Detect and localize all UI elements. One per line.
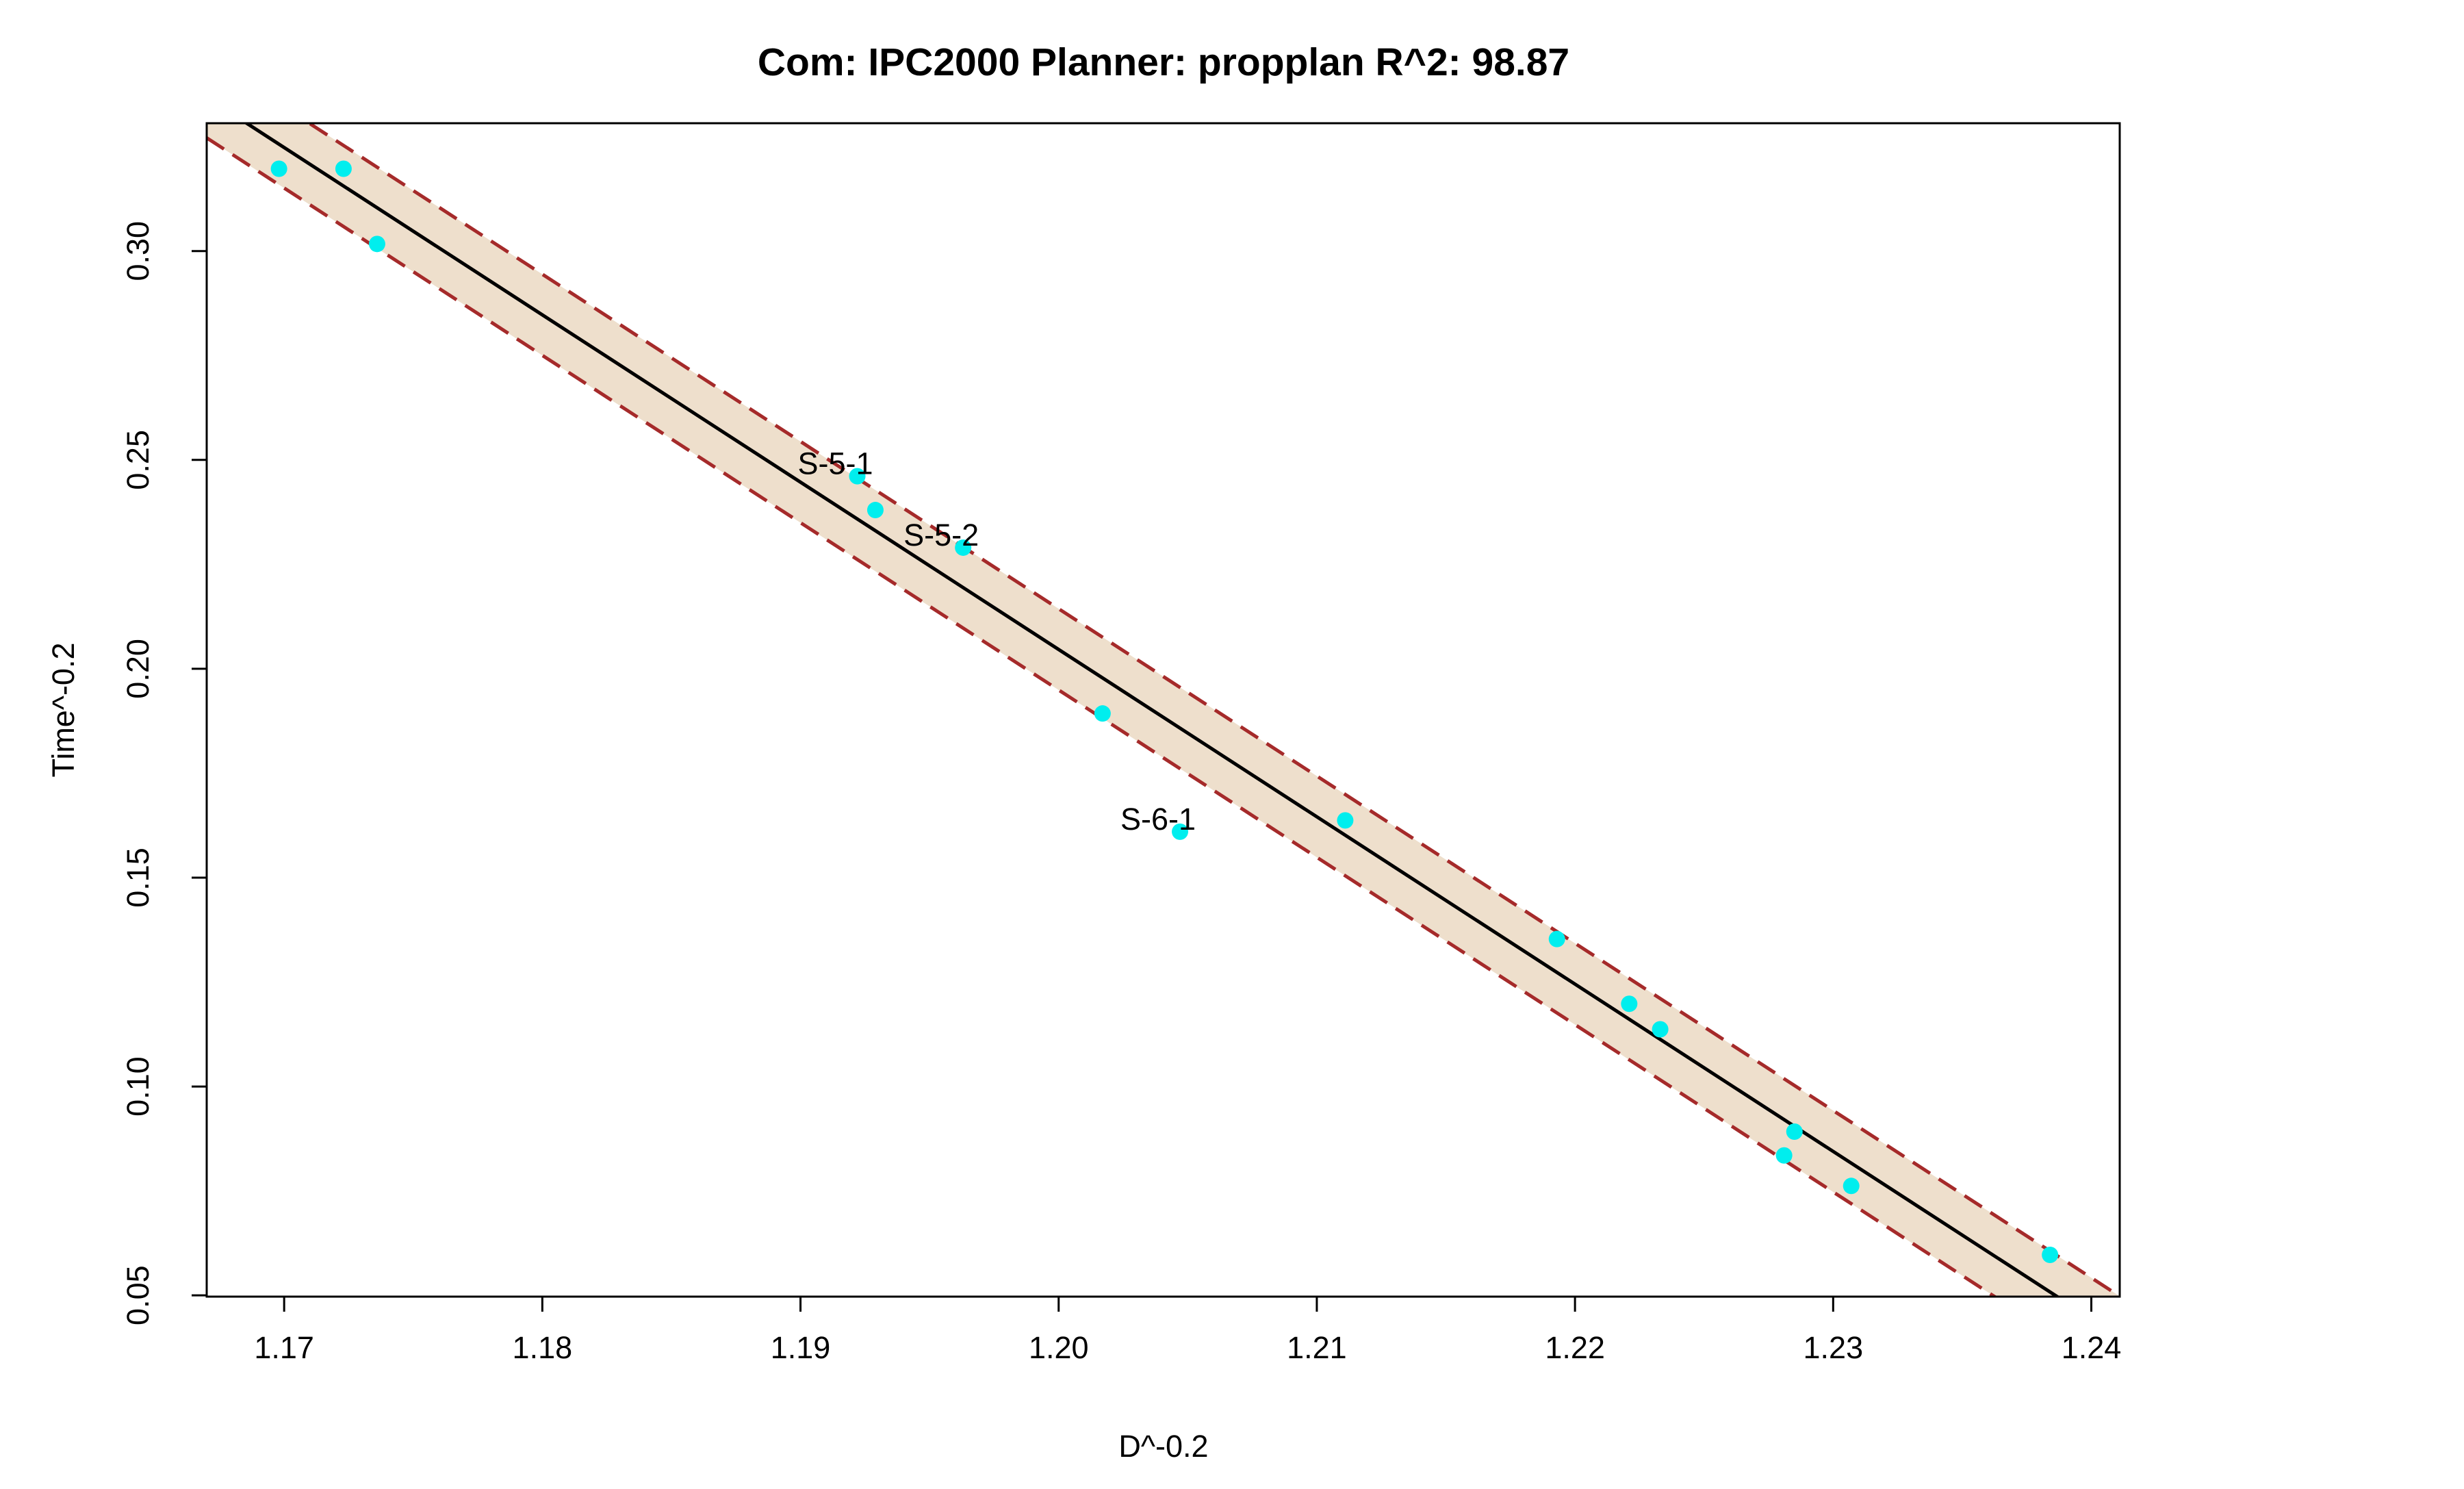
y-tick-label: 0.30 — [120, 221, 155, 281]
x-tick-label: 1.24 — [2062, 1330, 2122, 1365]
data-point — [368, 236, 385, 253]
data-point — [867, 502, 884, 519]
x-tick-label: 1.22 — [1545, 1330, 1605, 1365]
data-points — [270, 160, 2059, 1263]
band-lower-line — [207, 136, 1998, 1297]
data-point — [1621, 995, 1638, 1013]
point-label: S-5-1 — [798, 446, 873, 481]
data-point — [955, 539, 972, 556]
data-point — [1775, 1147, 1793, 1164]
data-point — [1548, 930, 1565, 947]
x-tick-label: 1.21 — [1287, 1330, 1347, 1365]
data-point — [2042, 1246, 2059, 1263]
y-tick-label: 0.15 — [120, 848, 155, 908]
data-point — [335, 160, 352, 177]
data-point — [849, 468, 866, 485]
x-axis-label: D^-0.2 — [1118, 1429, 1208, 1464]
point-label: S-5-2 — [903, 518, 979, 552]
data-point — [1094, 705, 1111, 722]
point-labels: S-5-1 S-5-2 S-6-1 — [798, 446, 1196, 837]
x-tick-label: 1.19 — [771, 1330, 831, 1365]
y-axis-label: Time^-0.2 — [46, 643, 81, 778]
x-tick-label: 1.17 — [254, 1330, 314, 1365]
x-tick-label: 1.23 — [1804, 1330, 1864, 1365]
band-upper-line — [306, 123, 2120, 1297]
x-tick-label: 1.18 — [513, 1330, 573, 1365]
point-label: S-6-1 — [1120, 802, 1196, 837]
y-axis: 0.05 0.10 0.15 0.20 0.25 0.30 — [120, 221, 208, 1325]
data-point — [1172, 823, 1189, 840]
confidence-band — [207, 123, 2120, 1297]
data-point — [270, 160, 287, 177]
y-tick-label: 0.05 — [120, 1265, 155, 1325]
chart-title: Com: IPC2000 Planner: propplan R^2: 98.8… — [758, 40, 1569, 84]
x-tick-label: 1.20 — [1029, 1330, 1089, 1365]
y-tick-label: 0.10 — [120, 1056, 155, 1117]
x-axis: 1.17 1.18 1.19 1.20 1.21 1.22 1.23 1.24 — [254, 1295, 2122, 1365]
regression-line — [243, 123, 2061, 1297]
data-point — [1652, 1021, 1669, 1038]
data-point — [1337, 812, 1354, 829]
y-tick-label: 0.25 — [120, 430, 155, 490]
data-point — [1843, 1178, 1860, 1195]
data-point — [1786, 1123, 1803, 1140]
y-tick-label: 0.20 — [120, 639, 155, 699]
